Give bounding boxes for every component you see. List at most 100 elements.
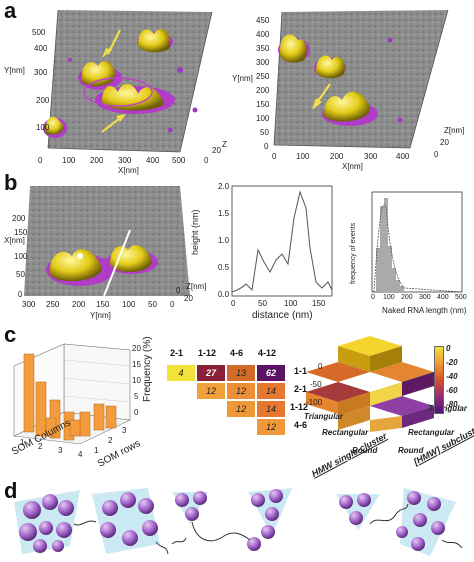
- histogram-svg: [371, 191, 463, 293]
- heat3d-left-rectangular: Rectangular: [322, 428, 369, 437]
- axis-title-a-right-y: Y[nm]: [232, 74, 253, 83]
- heat3d-svg: [306, 336, 434, 432]
- histogram-ylabel: frequency of events: [350, 222, 357, 284]
- som-matrix: 2-1 1-12 4-6 4-12 1-1 2-1 1-12 4-6 4 27 13…: [166, 348, 326, 448]
- matrix-col-header-1: 2-1: [170, 348, 184, 358]
- tick-b-x-150: 150: [14, 228, 28, 237]
- tick-a-right-x-300: 300: [364, 152, 378, 161]
- heat3d-right-triangular: Triangular: [428, 404, 467, 413]
- axis-title-a-right-z: Z[nm]: [444, 126, 465, 135]
- colorbar-tick-0: 0: [446, 344, 451, 353]
- tick-b-y-0: 0: [170, 300, 175, 309]
- tick-heat3d-z-100: -100: [306, 398, 323, 407]
- matrix-col-header-3: 4-6: [230, 348, 244, 358]
- tick-b-z-20: 20: [184, 294, 193, 303]
- tick-a-left-x-200: 200: [90, 156, 104, 165]
- tick-profile-y-0: 0.0: [218, 290, 230, 299]
- afm-surface-b: [24, 186, 190, 297]
- tick-bar3d-row-2: 2: [108, 436, 113, 445]
- tick-a-right-y-200: 200: [256, 86, 270, 95]
- tick-profile-y-1-5: 1.5: [218, 209, 230, 218]
- profile-xlabel: distance (nm): [252, 310, 313, 321]
- tick-bar3d-z-0: 0: [134, 408, 139, 417]
- height-profile-plot: [210, 178, 340, 328]
- tick-profile-x-50: 50: [258, 299, 267, 308]
- axis-title-a-left-x: X[nm]: [118, 166, 139, 175]
- tick-a-right-y-100: 100: [256, 114, 270, 123]
- matrix-cell: 62: [256, 364, 286, 382]
- bar3d-zlabel: Frequency (%): [142, 336, 153, 402]
- tick-a-left-x-0: 0: [38, 156, 43, 165]
- height-profile-svg: [231, 185, 333, 297]
- tick-heat3d-z-50: -50: [310, 380, 322, 389]
- cluster-schematics: [10, 484, 470, 560]
- tick-a-left-x-300: 300: [118, 156, 132, 165]
- tick-b-x-50: 50: [16, 270, 25, 279]
- afm-image-b: [20, 178, 200, 308]
- tick-bar3d-z-20: 20: [132, 344, 141, 353]
- tick-hist-x-200: 200: [401, 294, 413, 301]
- tick-b-y-300: 300: [22, 300, 36, 309]
- axis-title-a-left-y: Y[nm]: [4, 66, 25, 75]
- tick-bar3d-col-2: 2: [38, 442, 43, 451]
- cluster-3d-heat-chart: [300, 328, 472, 478]
- matrix-row-header-2: 2-1: [294, 384, 308, 394]
- tick-b-z-0: 0: [176, 286, 181, 295]
- matrix-cell: 14: [256, 400, 286, 418]
- matrix-col-header-2: 1-12: [198, 348, 217, 358]
- tick-a-right-y-400: 400: [256, 30, 270, 39]
- tick-a-left-y-300: 300: [34, 68, 48, 77]
- matrix-cell: 13: [226, 364, 256, 382]
- panel-label-a: a: [4, 0, 17, 23]
- tick-b-y-200: 200: [72, 300, 86, 309]
- tick-bar3d-row-3: 3: [122, 426, 127, 435]
- panel-label-b: b: [4, 170, 18, 195]
- som-3d-bar-chart: [10, 340, 150, 450]
- panel-label-d: d: [4, 478, 18, 503]
- tick-bar3d-row-1: 1: [94, 446, 99, 455]
- matrix-row-header-3: 1-12: [290, 402, 309, 412]
- tick-bar3d-z-15: 15: [132, 360, 141, 369]
- tick-a-left-x-500: 500: [172, 156, 186, 165]
- som-bars-svg: [12, 343, 132, 445]
- tick-a-right-y-450: 450: [256, 16, 270, 25]
- tick-a-right-z-0: 0: [434, 150, 439, 159]
- tick-b-x-200: 200: [12, 214, 26, 223]
- tick-a-right-y-250: 250: [256, 72, 270, 81]
- matrix-cell: 4: [166, 364, 196, 382]
- tick-b-y-50: 50: [148, 300, 157, 309]
- tick-b-x-100: 100: [14, 252, 28, 261]
- afm-image-a-left: [30, 0, 220, 160]
- tick-bar3d-z-10: 10: [132, 376, 141, 385]
- matrix-cell: 12: [226, 382, 256, 400]
- panel-label-c: c: [4, 322, 17, 347]
- heat3d-right-rectangular: Rectangular: [408, 428, 455, 437]
- matrix-cell: 12: [256, 418, 286, 436]
- axis-title-a-left-z: Z: [222, 140, 227, 149]
- tick-a-left-y-200: 200: [36, 96, 50, 105]
- tick-a-right-y-0: 0: [264, 142, 269, 151]
- tick-bar3d-col-3: 3: [58, 446, 63, 455]
- tick-hist-x-300: 300: [419, 294, 431, 301]
- matrix-col-header-4: 4-12: [258, 348, 277, 358]
- colorbar-tick-20: -20: [446, 358, 458, 367]
- tick-a-left-z-20: 20: [212, 146, 221, 155]
- tick-a-right-y-350: 350: [256, 44, 270, 53]
- afm-surface-a-left: [43, 9, 213, 153]
- tick-bar3d-z-5: 5: [134, 392, 139, 401]
- axis-title-b-z: Z[nm]: [186, 282, 207, 291]
- tick-a-right-z-20: 20: [440, 138, 449, 147]
- heat3d-colorbar: [434, 346, 444, 414]
- heat3d-right-round: Round: [398, 446, 424, 455]
- matrix-cell: 14: [256, 382, 286, 400]
- tick-profile-y-1: 1.0: [218, 236, 230, 245]
- tick-a-left-y-500: 500: [32, 28, 46, 37]
- tick-a-right-y-150: 150: [256, 100, 270, 109]
- tick-profile-y-2: 2.0: [218, 182, 230, 191]
- tick-bar3d-col-4: 4: [78, 450, 83, 459]
- tick-a-left-y-100: 100: [36, 123, 50, 132]
- matrix-cell: 12: [226, 400, 256, 418]
- afm-surface-a-right: [273, 9, 449, 149]
- tick-hist-x-500: 500: [455, 294, 467, 301]
- histogram-xlabel: Naked RNA length (nm): [382, 306, 467, 315]
